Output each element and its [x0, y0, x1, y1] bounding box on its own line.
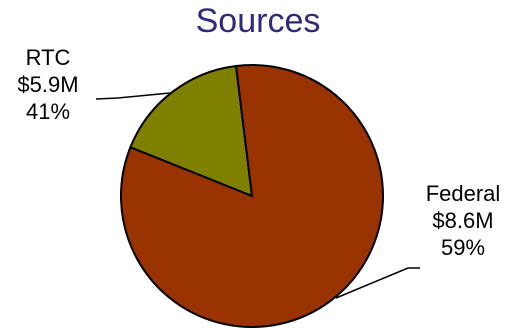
- leader-lines: [95, 92, 420, 299]
- leader-line-federal: [335, 267, 420, 299]
- slice-name-federal: Federal: [425, 181, 501, 206]
- slice-name-rtc: RTC: [25, 45, 71, 70]
- slice-amount-rtc: $5.9M: [17, 72, 79, 97]
- pie-slice-rtc: [129, 64, 254, 198]
- slice-amount-federal: $8.6M: [432, 208, 494, 233]
- pie-slices: [120, 64, 384, 329]
- slice-percent-rtc: 41%: [25, 99, 71, 124]
- slice-percent-federal: 59%: [440, 235, 486, 260]
- pie-slice-federal: [120, 64, 384, 329]
- chart-title: Sources: [195, 2, 321, 40]
- slice-label-federal: Federal $8.6M 59%: [418, 180, 508, 261]
- slice-label-rtc: RTC $5.9M 41%: [8, 44, 88, 125]
- leader-line-rtc: [95, 92, 171, 100]
